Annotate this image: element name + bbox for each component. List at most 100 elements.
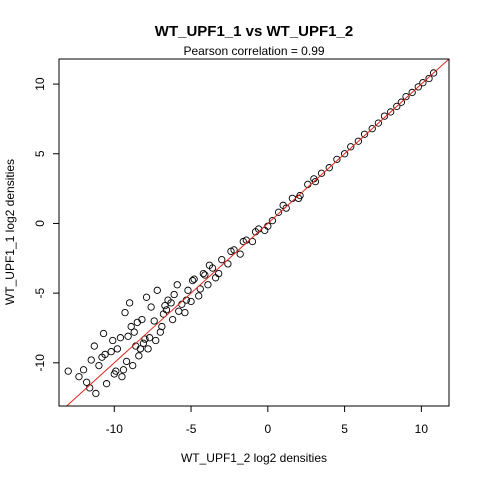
y-axis-label: WT_UPF1_1 log2 densities [3, 159, 17, 305]
data-point [90, 342, 98, 350]
chart-subtitle: Pearson correlation = 0.99 [183, 44, 324, 58]
data-point [122, 357, 131, 366]
data-point [208, 264, 217, 272]
data-point [425, 74, 433, 83]
data-point [325, 164, 333, 172]
data-point [125, 299, 134, 307]
data-point [199, 269, 207, 278]
data-point [429, 69, 438, 77]
data-point [317, 169, 326, 177]
data-point [340, 150, 349, 158]
data-point [79, 366, 88, 374]
data-point [393, 102, 401, 111]
data-point [92, 389, 100, 398]
data-points [64, 69, 438, 398]
data-point [188, 276, 197, 285]
data-point [135, 352, 143, 360]
data-point [95, 361, 103, 370]
data-point [167, 299, 175, 307]
data-point [184, 286, 192, 294]
data-point [195, 292, 203, 300]
data-point [187, 297, 195, 306]
data-point [386, 108, 395, 116]
data-point [268, 216, 277, 225]
data-point [153, 286, 161, 294]
data-point [397, 98, 406, 106]
y-tick-label: -10 [33, 354, 47, 372]
data-point [121, 308, 129, 317]
x-tick-label: 0 [264, 422, 271, 436]
data-point [127, 322, 135, 331]
data-point [354, 137, 363, 145]
data-point [124, 332, 132, 340]
x-tick-label: 10 [415, 422, 429, 436]
data-point [227, 247, 235, 255]
data-point [201, 271, 209, 279]
data-point [152, 336, 160, 345]
data-point [130, 328, 138, 336]
data-point [161, 302, 169, 310]
data-point [113, 345, 122, 353]
data-point [196, 285, 204, 293]
data-point [150, 317, 158, 325]
y-tick-label: 10 [33, 77, 47, 91]
data-point [158, 322, 166, 331]
data-point [368, 125, 376, 133]
data-point [248, 237, 257, 246]
x-tick-label: 5 [341, 422, 348, 436]
data-point [380, 112, 389, 120]
data-point [144, 345, 152, 353]
data-point [419, 79, 427, 87]
data-point [129, 361, 137, 370]
x-tick-label: -5 [186, 422, 197, 436]
data-point [145, 334, 154, 342]
data-point [162, 306, 171, 314]
chart-title: WT_UPF1_1 vs WT_UPF1_2 [155, 23, 353, 40]
x-tick-label: -10 [106, 422, 124, 436]
data-point [170, 290, 178, 299]
data-point [138, 315, 146, 324]
data-point [101, 350, 109, 359]
data-point [156, 328, 164, 336]
data-point [190, 275, 198, 283]
data-point [112, 367, 120, 375]
data-point [360, 130, 369, 138]
x-axis-label: WT_UPF1_2 log2 densities [181, 451, 327, 465]
data-point [333, 155, 341, 163]
data-point [181, 308, 189, 317]
data-point [374, 119, 383, 127]
data-point [116, 334, 125, 342]
data-point [102, 380, 111, 388]
x-axis: -10 -5 0 5 10 [106, 406, 429, 436]
y-tick-label: -5 [33, 287, 47, 298]
data-point [87, 356, 95, 364]
data-point [118, 373, 126, 381]
data-point [136, 345, 145, 353]
data-point [215, 269, 223, 278]
y-axis: -10 -5 0 5 10 [33, 77, 59, 371]
data-point [139, 339, 148, 347]
data-point [239, 237, 247, 246]
data-point [279, 201, 287, 209]
data-point [64, 367, 72, 375]
data-point [224, 260, 232, 268]
data-point [168, 315, 177, 324]
plot-frame [58, 58, 450, 407]
data-point [82, 378, 91, 386]
data-point [75, 373, 83, 381]
data-point [274, 208, 283, 216]
y-tick-label: 0 [33, 220, 47, 227]
data-point [236, 250, 244, 258]
data-point [408, 88, 416, 97]
data-point [133, 318, 141, 327]
reference-line [65, 59, 449, 406]
data-point [204, 281, 212, 289]
data-point [109, 336, 117, 345]
y-tick-label: 5 [33, 150, 47, 157]
data-point [218, 256, 226, 264]
data-point [119, 366, 128, 374]
data-point [142, 293, 151, 301]
data-point [99, 329, 108, 338]
data-point [175, 307, 183, 315]
